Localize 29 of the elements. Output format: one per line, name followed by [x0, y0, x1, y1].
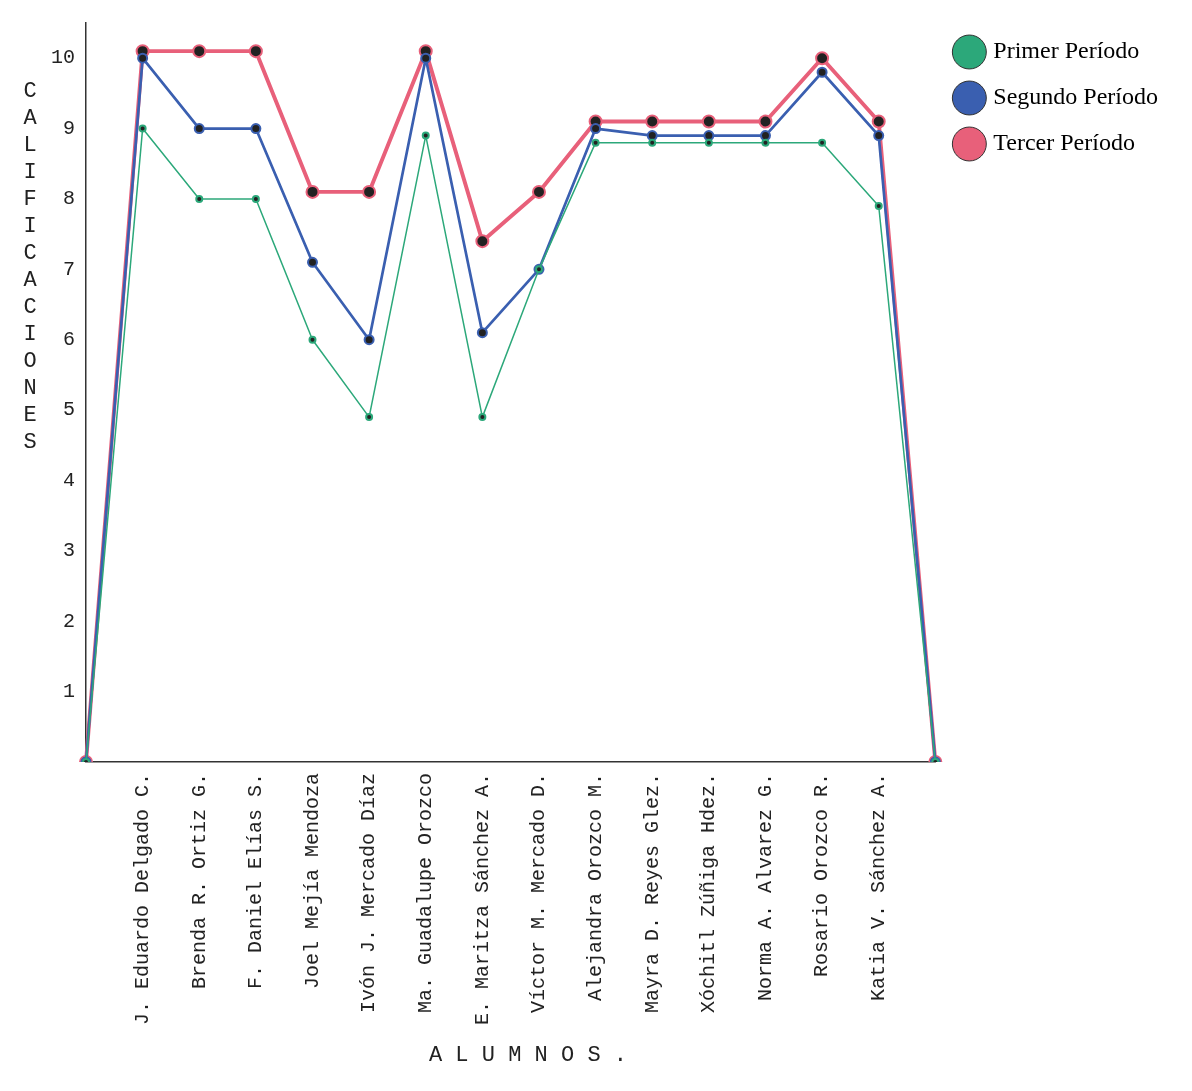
y-tick-label: 10 [50, 46, 75, 70]
y-tick-label: 5 [62, 398, 75, 422]
x-tick-label: Ma. Guadalupe Orozco [414, 772, 438, 1014]
y-tick-label: 8 [62, 187, 75, 211]
text: CALIFICACIONES [23, 79, 37, 455]
x-tick-label: F. Daniel Elías S. [244, 772, 268, 990]
x-axis-title: A L U M N O S . [427, 1043, 628, 1068]
x-tick-label: E. Maritza Sánchez A. [470, 772, 494, 1026]
y-tick-label: 3 [62, 539, 75, 563]
y-tick-label: 6 [62, 327, 75, 351]
x-tick-label: Víctor M. Mercado D. [527, 772, 551, 1014]
x-tick-label: Xóchitl Zúñiga Hdez. [697, 772, 721, 1014]
x-tick-label: Ivón J. Mercado Díaz [357, 772, 381, 1014]
legend-label: Primer Período [993, 37, 1140, 64]
legend-label: Segundo Período [993, 83, 1159, 110]
y-tick-label: 2 [62, 609, 75, 633]
x-tick-label: Mayra D. Reyes Glez. [640, 772, 664, 1014]
x-tick-label: J. Eduardo Delgado C. [130, 772, 154, 1026]
y-tick-label: 9 [62, 116, 75, 140]
x-tick-label: Alejandra Orozco M. [583, 772, 607, 1002]
legend-label: Tercer Período [993, 129, 1135, 156]
y-tick-label: 7 [62, 257, 75, 281]
x-tick-label: Katia V. Sánchez A. [867, 772, 891, 1002]
x-tick-label: Rosario Orozco R. [810, 772, 834, 978]
y-tick-label: 1 [62, 679, 75, 703]
y-tick-label: 4 [62, 468, 75, 492]
x-tick-label: Norma A. Alvarez G. [753, 772, 777, 1002]
x-tick-label: Joel Mejía Mendoza [300, 772, 324, 990]
x-tick-label: Brenda R. Ortiz G. [187, 772, 211, 990]
